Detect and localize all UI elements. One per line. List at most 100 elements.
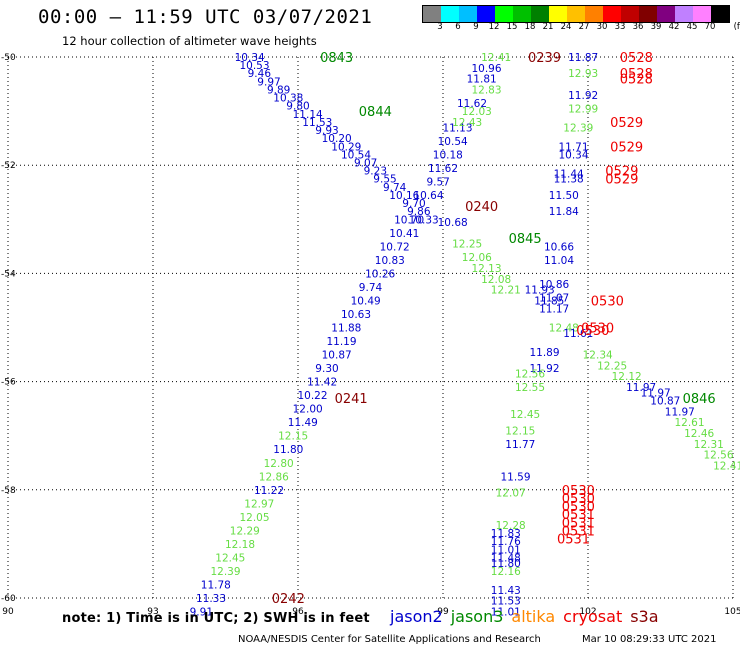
time-annotation: 0239: [528, 51, 561, 66]
wave-height-label: 12.97: [244, 498, 274, 510]
wave-height-label: 10.83: [375, 255, 405, 267]
wave-height-label: 12.00: [293, 404, 323, 416]
y-tick-label: -54: [1, 269, 16, 279]
y-tick-label: -52: [1, 161, 16, 171]
colorbar-swatch: [441, 6, 459, 22]
time-annotation: 0530: [581, 322, 614, 337]
wave-height-label: 12.43: [452, 117, 482, 129]
wave-height-label: 11.81: [467, 74, 497, 86]
time-annotation: 0240: [465, 200, 498, 215]
y-tick-label: -56: [1, 378, 16, 388]
time-annotation: 0531: [562, 524, 595, 539]
wave-height-label: 11.77: [505, 439, 535, 451]
wave-height-label: 11.13: [442, 122, 472, 134]
wave-height-label: 12.86: [259, 471, 289, 483]
legend-item: jason3: [450, 607, 504, 626]
wave-height-label: 9.91: [190, 607, 213, 619]
wave-height-label: 11.53: [491, 596, 521, 608]
wave-height-label: 11.78: [201, 579, 231, 591]
colorbar-swatch: [603, 6, 621, 22]
wave-height-label: 12.25: [452, 239, 482, 251]
wave-height-label: 11.53: [302, 117, 332, 129]
wave-height-label: 11.89: [529, 347, 559, 359]
time-annotation: 0530: [562, 492, 595, 507]
time-annotation: 0530: [562, 500, 595, 515]
wave-height-label: 12.61: [674, 417, 704, 429]
wave-height-label: 12.41: [481, 52, 511, 64]
colorbar-label: 6: [455, 22, 461, 32]
wave-height-label: 9.70: [402, 198, 425, 210]
wave-height-label: 11.44: [554, 168, 584, 180]
colorbar-label: 30: [596, 22, 608, 32]
colorbar-swatch: [567, 6, 585, 22]
wave-height-label: 11.33: [196, 593, 226, 605]
wave-height-label: 11.71: [558, 141, 588, 153]
colorbar-swatch: [711, 6, 729, 22]
wave-height-label: 11.01: [491, 607, 521, 619]
wave-height-label: 9.74: [383, 182, 407, 194]
colorbar-swatch: [621, 6, 639, 22]
legend-item: s3a: [630, 607, 659, 626]
wave-height-label: 10.34: [235, 52, 265, 64]
wave-height-label: 10.49: [351, 295, 381, 307]
wave-height-label: 11.14: [293, 109, 323, 121]
wave-height-label: 11.85: [534, 295, 564, 307]
x-tick-label: 96: [292, 607, 304, 617]
wave-height-label: 12.99: [568, 103, 598, 115]
wave-height-label: 12.31: [694, 439, 724, 451]
legend-item: altika: [511, 607, 556, 626]
colorbar-label: 12: [488, 22, 500, 32]
wave-height-label: 11.92: [529, 363, 559, 375]
time-annotation: 0843: [320, 51, 353, 66]
wave-height-label: 11.42: [307, 377, 337, 389]
legend-item: jason2: [390, 607, 443, 626]
time-annotation: 0529: [610, 140, 643, 155]
wave-height-label: 9.23: [364, 166, 387, 178]
wave-height-label: 11.93: [525, 285, 555, 297]
wave-height-label: 12.56: [703, 450, 733, 462]
wave-height-label: 11.61: [563, 328, 593, 340]
wave-height-label: 10.34: [558, 149, 588, 161]
satellite-legend: jason2 jason3 altika cryosat s3a: [390, 607, 667, 626]
wave-height-label: 11.62: [457, 98, 487, 110]
wave-height-label: 11.83: [491, 528, 521, 540]
wave-height-label: 12.93: [568, 68, 598, 80]
wave-height-label: 12.25: [597, 360, 627, 372]
y-tick-label: -50: [1, 53, 16, 63]
wave-height-label: 10.38: [273, 93, 303, 105]
wave-height-label: 11.97: [641, 387, 671, 399]
wave-height-label: 10.86: [539, 279, 569, 291]
wave-height-label: 9.74: [359, 282, 383, 294]
chart-note: note: 1) Time is in UTC; 2) SWH is in fe…: [62, 611, 370, 626]
wave-height-label: 11.92: [568, 90, 598, 102]
colorbar-swatch: [513, 6, 531, 22]
colorbar-label: 33: [614, 22, 626, 32]
wave-height-label: 10.18: [433, 149, 463, 161]
wave-height-label: 12.80: [264, 458, 294, 470]
wave-height-label: 12.12: [612, 371, 642, 383]
wave-height-label: 12.21: [491, 285, 521, 297]
time-annotation: 0531: [562, 516, 595, 531]
colorbar-swatch: [423, 6, 441, 22]
colorbar-swatch: [657, 6, 675, 22]
wave-height-label: 10.26: [365, 268, 395, 280]
time-annotation: 0529: [605, 173, 638, 188]
colorbar-label: 39: [650, 22, 662, 32]
x-tick-label: 93: [147, 607, 158, 617]
wave-height-label: 12.18: [225, 539, 255, 551]
footer-credit: NOAA/NESDIS Center for Satellite Applica…: [238, 634, 541, 645]
wave-height-label: 10.16: [389, 190, 419, 202]
wave-height-label: 11.88: [331, 323, 361, 335]
time-annotation: 0844: [359, 105, 392, 120]
wave-height-label: 9.86: [407, 206, 431, 218]
wave-height-label: 10.63: [341, 309, 371, 321]
time-annotation: 0845: [509, 232, 542, 247]
colorbar-label: 45: [686, 22, 698, 32]
wave-height-label: 10.22: [297, 390, 327, 402]
colorbar-label: 15: [506, 22, 518, 32]
x-tick-label: 99: [437, 607, 449, 617]
wave-height-label: 11.84: [549, 206, 579, 218]
wave-height-label: 11.62: [428, 163, 458, 175]
wave-height-label: 12.45: [510, 409, 540, 421]
wave-height-label: 10.64: [413, 190, 443, 202]
